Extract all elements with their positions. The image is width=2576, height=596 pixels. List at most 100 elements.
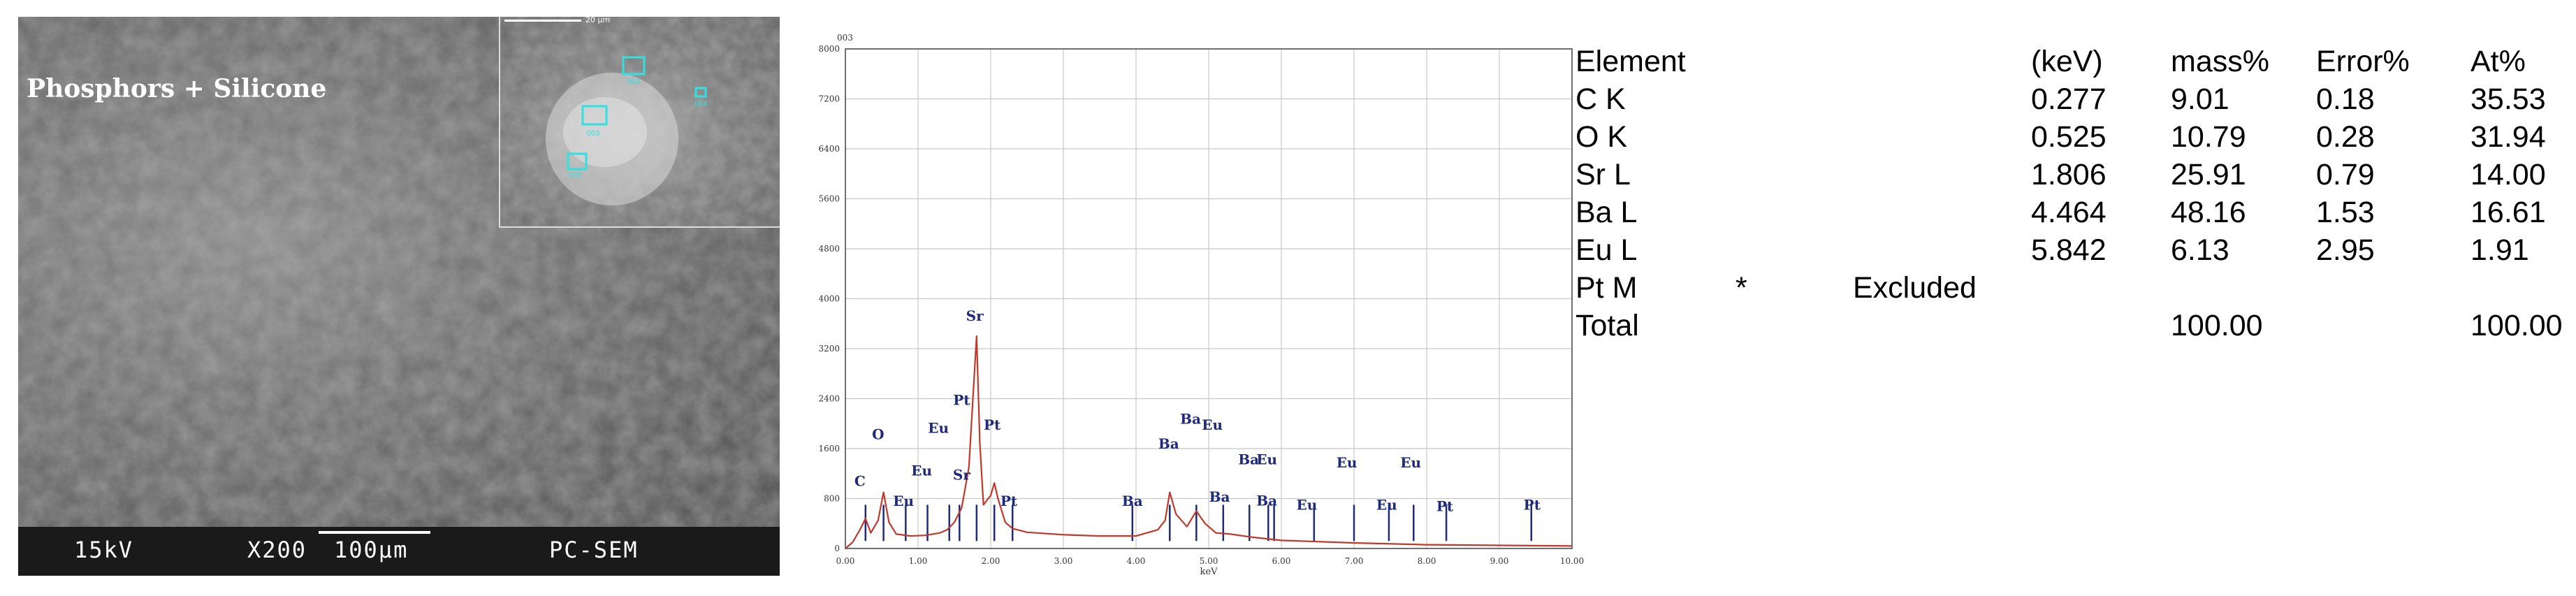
chart-ticks: 0.00 1.00 2.00 3.00 4.00 5.00 6.00 7.00 8.00 9.00… — [818, 44, 1584, 566]
table-cell-error: 0.18 — [2316, 82, 2375, 116]
inset-marker-label: 004 — [694, 100, 707, 108]
table-cell-kev: 0.525 — [2031, 120, 2106, 154]
chart-svg: 003 0.00 1.00 2.00 3.00 4.00 5.00 6.00 7.00 8.00… — [818, 33, 1584, 577]
table-cell-element: Pt M — [1576, 271, 1638, 305]
sem-inset-image: 002 003 005 004 20 μm — [499, 17, 780, 228]
table-cell-element: O K — [1576, 120, 1628, 154]
x-tick-label: 4.00 — [1127, 556, 1146, 566]
y-tick-label: 800 — [824, 494, 840, 504]
x-tick-label: 3.00 — [1054, 556, 1073, 566]
table-cell-kev: 4.464 — [2031, 196, 2106, 229]
table-cell-mass: 10.79 — [2171, 120, 2246, 154]
inset-texture: 002 003 005 004 — [500, 17, 780, 226]
sem-info-bar: 15kV X200 100μm PC-SEM — [18, 527, 780, 576]
table-header-cell: Element — [1576, 45, 1686, 78]
plot-frame — [845, 48, 1573, 549]
table-cell-kev: 5.842 — [2031, 233, 2106, 267]
table-cell-at: 35.53 — [2471, 82, 2546, 116]
table-cell-flag: * — [1735, 271, 1747, 305]
table-cell-element: Sr L — [1576, 158, 1631, 191]
eds-spectrum-chart: 003 0.00 1.00 2.00 3.00 4.00 5.00 6.00 7.00 8.00… — [803, 21, 1586, 587]
table-cell-error: 1.53 — [2316, 196, 2375, 229]
chart-markers — [864, 504, 1533, 542]
x-tick-label: 9.00 — [1490, 556, 1509, 566]
spectrum-line — [845, 335, 1573, 549]
x-tick-label: 1.00 — [909, 556, 928, 566]
chart-axes — [845, 48, 1573, 549]
table-cell-at: 16.61 — [2471, 196, 2546, 229]
table-cell-error: 0.79 — [2316, 158, 2375, 191]
x-tick-label: 6.00 — [1272, 556, 1291, 566]
table-cell-at: 31.94 — [2471, 120, 2546, 154]
inset-marker-label: 005 — [569, 171, 581, 180]
table-cell-at: 1.91 — [2471, 233, 2529, 267]
table-cell-error: 0.28 — [2316, 120, 2375, 154]
peak-label: Ba — [1209, 488, 1230, 505]
sem-image: Phosphors + Silicone 002 003 005 004 20 … — [18, 17, 780, 576]
table-cell-mass: 25.91 — [2171, 158, 2246, 191]
peak-label: O — [872, 426, 884, 443]
y-tick-label: 4800 — [818, 244, 840, 254]
peak-label: Ba — [1158, 435, 1179, 452]
x-tick-label: 10.00 — [1560, 556, 1584, 566]
x-tick-label: 2.00 — [982, 556, 1000, 566]
peak-label: Pt — [953, 391, 970, 408]
peak-label: Sr — [953, 467, 970, 484]
peak-label: Eu — [1376, 497, 1397, 514]
peak-label: Eu — [893, 493, 914, 509]
y-tick-label: 8000 — [818, 44, 840, 54]
table-header-cell: (keV) — [2031, 45, 2103, 78]
x-tick-label: 0.00 — [836, 556, 855, 566]
sem-magnification: X200 — [247, 537, 307, 563]
inset-scale-label: 20 μm — [585, 17, 611, 24]
peak-label: Eu — [1256, 451, 1277, 467]
sem-scale-bar — [319, 531, 430, 534]
peak-label: Ba — [1256, 492, 1277, 509]
y-tick-label: 6400 — [818, 144, 840, 154]
inset-marker-label: 002 — [627, 78, 640, 86]
peak-label: Pt — [1000, 493, 1018, 509]
table-cell-kev: 1.806 — [2031, 158, 2106, 191]
y-tick-label: 7200 — [818, 94, 840, 104]
peak-label: Eu — [1297, 497, 1318, 514]
y-tick-label: 2400 — [818, 394, 840, 404]
y-tick-label: 5600 — [818, 194, 840, 204]
table-header-cell: Error% — [2316, 45, 2410, 78]
peak-label: Eu — [1337, 454, 1358, 471]
sem-scale-label: 100μm — [334, 537, 409, 563]
peak-label: Eu — [911, 462, 932, 479]
x-tick-label: 7.00 — [1345, 556, 1364, 566]
table-cell-element: Eu L — [1576, 233, 1638, 267]
table-cell-mass: 9.01 — [2171, 82, 2229, 116]
table-cell-mass: 100.00 — [2171, 309, 2263, 342]
sem-caption: Phosphors + Silicone — [27, 74, 327, 103]
peak-label: Eu — [1400, 454, 1421, 471]
table-cell-element: Ba L — [1576, 196, 1638, 229]
table-cell-error: 2.95 — [2316, 233, 2375, 267]
table-cell-element: C K — [1576, 82, 1626, 116]
chart-title: 003 — [837, 33, 853, 43]
peak-label: Pt — [1524, 497, 1541, 514]
inset-marker-box — [581, 105, 608, 126]
table-cell-at: 100.00 — [2471, 309, 2563, 342]
x-tick-label: 5.00 — [1200, 556, 1218, 566]
peak-label: Ba — [1238, 451, 1259, 467]
inset-scale-bar — [504, 20, 581, 22]
table-cell-mass: 48.16 — [2171, 196, 2246, 229]
sem-voltage: 15kV — [74, 537, 134, 563]
peak-label: Pt — [984, 416, 1001, 433]
table-cell-note: Excluded — [1853, 271, 1977, 305]
inset-marker-label: 003 — [587, 129, 599, 138]
peak-label: C — [854, 473, 866, 490]
table-header-cell: mass% — [2171, 45, 2269, 78]
x-tick-label: 8.00 — [1418, 556, 1436, 566]
chart-series — [845, 335, 1573, 549]
y-tick-label: 0 — [834, 544, 840, 553]
y-tick-label: 4000 — [818, 294, 840, 304]
peak-label: Pt — [1436, 497, 1454, 514]
chart-x-axis-label: keV — [1200, 567, 1218, 577]
inset-marker-box — [622, 56, 646, 75]
y-tick-label: 1600 — [818, 444, 840, 453]
peak-label: Ba — [1122, 493, 1143, 509]
